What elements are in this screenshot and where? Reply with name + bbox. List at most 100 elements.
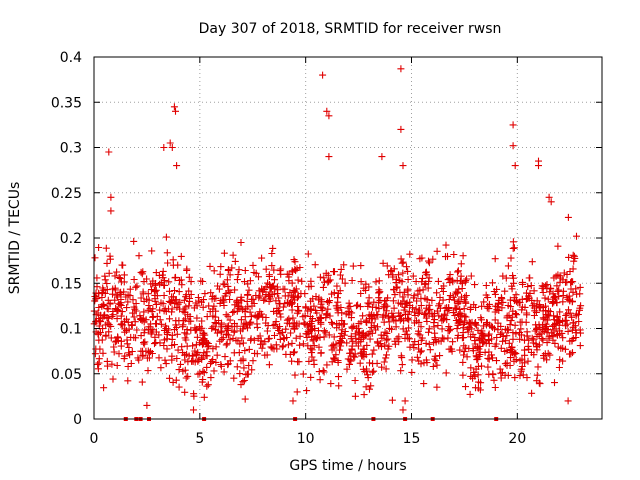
data-point: [284, 341, 292, 349]
data-point: [559, 344, 567, 352]
data-point: [368, 314, 376, 322]
data-point: [226, 288, 234, 296]
data-point: [399, 269, 407, 277]
data-point: [115, 350, 123, 358]
data-point: [207, 374, 215, 382]
data-point: [294, 358, 302, 366]
data-point: [348, 323, 356, 331]
data-point: [445, 323, 453, 331]
data-point: [156, 306, 164, 314]
data-point: [226, 271, 234, 279]
data-point: [229, 251, 237, 259]
data-point: [204, 381, 212, 389]
data-point: [101, 276, 109, 284]
data-point: [382, 307, 390, 315]
data-point: [224, 323, 232, 331]
data-point: [430, 339, 438, 347]
data-point: [151, 281, 159, 289]
data-point: [417, 336, 425, 344]
data-point: [291, 371, 299, 379]
data-point: [507, 303, 515, 311]
data-point: [419, 274, 426, 282]
data-point: [455, 318, 463, 326]
data-point: [224, 282, 232, 290]
data-point: [166, 139, 174, 147]
data-point: [144, 347, 152, 355]
data-point: [349, 262, 357, 270]
data-point: [451, 312, 459, 319]
data-point: [222, 290, 230, 298]
data-point: [224, 361, 232, 369]
data-point: [104, 296, 112, 304]
data-point: [204, 343, 212, 351]
data-point: [555, 364, 563, 371]
data-point: [442, 241, 450, 249]
data-point: [404, 276, 412, 283]
data-point: [188, 352, 196, 360]
data-point: [409, 304, 416, 312]
data-point: [528, 389, 536, 397]
data-point: [332, 340, 340, 348]
data-point: [285, 277, 293, 285]
data-point: [544, 295, 552, 303]
data-point: [226, 316, 234, 324]
data-point: [193, 314, 201, 322]
data-point: [140, 329, 148, 337]
data-point: [165, 278, 173, 286]
data-point: [385, 318, 393, 326]
data-point: [564, 213, 572, 221]
data-point: [505, 339, 513, 347]
data-point: [283, 299, 291, 306]
data-point: [431, 316, 438, 324]
data-point: [229, 334, 237, 342]
data-point: [251, 349, 259, 357]
data-point: [393, 335, 401, 343]
data-point: [190, 406, 197, 414]
data-point: [249, 261, 257, 269]
data-point: [238, 334, 246, 342]
data-point: [456, 306, 464, 313]
data-point: [167, 298, 175, 306]
data-point: [175, 288, 183, 296]
data-point: [528, 258, 536, 266]
data-point: [350, 352, 357, 360]
data-point: [126, 285, 134, 293]
data-point: [519, 371, 527, 379]
data-point: [242, 371, 250, 379]
data-point: [300, 319, 308, 327]
data-point: [216, 299, 224, 307]
data-point: [479, 338, 486, 346]
data-point: [209, 356, 217, 364]
data-point: [341, 279, 349, 287]
data-point: [224, 360, 232, 368]
data-point: [357, 278, 365, 286]
data-point: [377, 331, 385, 339]
data-point: [336, 346, 343, 354]
data-point: [171, 341, 178, 349]
data-point: [526, 274, 534, 282]
data-point: [425, 274, 433, 282]
data-point: [518, 355, 526, 363]
data-point: [136, 312, 144, 320]
data-point: [120, 278, 128, 286]
data-point: [328, 358, 336, 366]
data-point: [157, 279, 165, 287]
data-point: [576, 306, 583, 314]
data-point: [274, 307, 282, 315]
data-point: [275, 294, 283, 302]
data-point: [370, 311, 378, 319]
data-point: [124, 377, 132, 385]
data-point: [233, 307, 241, 315]
data-point: [466, 319, 474, 327]
data-point: [373, 359, 381, 367]
data-point: [503, 347, 511, 354]
data-point: [491, 255, 499, 263]
data-point: [203, 382, 211, 390]
data-point: [312, 293, 320, 300]
data-point: [152, 301, 160, 308]
data-point: [117, 337, 125, 345]
data-point: [457, 272, 465, 280]
data-point: [485, 340, 493, 348]
data-point: [264, 335, 272, 343]
data-point: [128, 321, 136, 329]
